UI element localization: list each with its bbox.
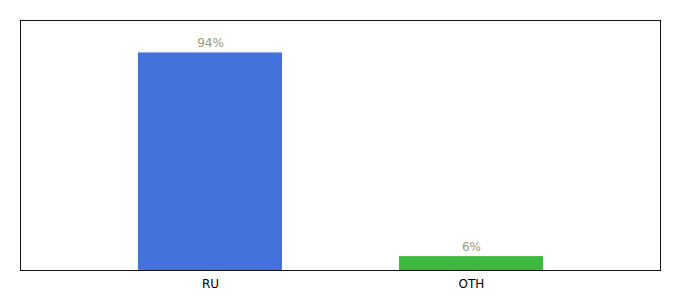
svg-text:6%: 6% [462, 240, 481, 254]
svg-text:94%: 94% [197, 36, 224, 50]
svg-text:RU: RU [202, 277, 219, 291]
svg-text:OTH: OTH [459, 277, 485, 291]
